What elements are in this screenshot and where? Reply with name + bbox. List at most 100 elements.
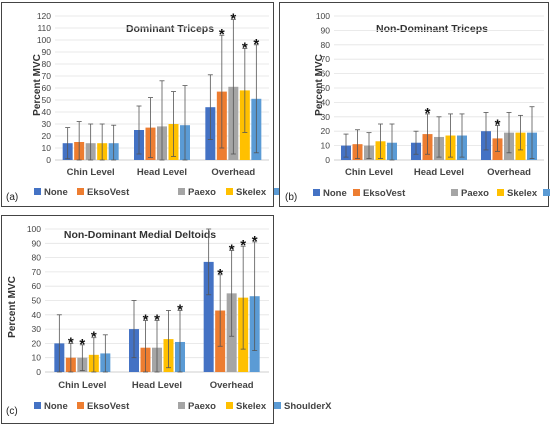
panel-c-category-label: Overhead <box>210 380 254 391</box>
panel-a-significance-asterisk: * <box>219 26 225 43</box>
panel-a-legend-swatch <box>274 188 281 195</box>
panel-a-significance-asterisk: * <box>242 39 248 56</box>
panel-a-y-tick-label: 110 <box>37 23 51 33</box>
panel-c-significance-asterisk: * <box>68 334 74 351</box>
panel-b-frame <box>279 2 549 207</box>
panel-c-category-label: Head Level <box>132 380 182 391</box>
panel-b-legend-label: Skelex <box>507 188 538 199</box>
panel-c-non-dominant-medial-deltoids: Non-Dominant Medial Deltoids Percent MVC… <box>1 215 332 424</box>
panel-b-legend-swatch <box>353 189 360 196</box>
panel-a-significance-asterisk: * <box>230 11 236 28</box>
panel-b-y-tick-label: 70 <box>321 54 331 64</box>
panel-c-y-tick-label: 0 <box>36 367 41 377</box>
panel-a-legend-label: Skelex <box>236 187 267 198</box>
panel-b-y-tick-label: 90 <box>321 25 331 35</box>
panel-c-y-tick-label: 100 <box>27 224 41 234</box>
panel-a-title: Dominant Triceps <box>126 23 214 35</box>
panel-a-legend-label: Paexo <box>188 187 216 198</box>
panel-a-category-label: Overhead <box>211 167 255 178</box>
panel-b-legend-label: EksoVest <box>363 188 406 199</box>
panel-c-y-tick-label: 60 <box>32 281 42 291</box>
panel-b-y-tick-label: 60 <box>321 69 331 79</box>
panel-b-legend-swatch <box>543 189 550 196</box>
panel-a-y-tick-label: 0 <box>46 155 51 165</box>
panel-a-legend-label: None <box>44 187 68 198</box>
panel-a-legend-swatch <box>34 188 41 195</box>
panel-c-significance-asterisk: * <box>229 241 235 258</box>
panel-a-y-tick-label: 10 <box>42 143 52 153</box>
panel-a-significance-asterisk: * <box>253 36 259 53</box>
panel-b-legend-swatch <box>451 189 458 196</box>
panel-b-y-tick-label: 20 <box>321 126 331 136</box>
panel-c-legend-swatch <box>77 402 84 409</box>
panel-c-y-tick-label: 30 <box>32 324 42 334</box>
panel-b-legend-swatch <box>497 189 504 196</box>
panel-a-y-tick-label: 120 <box>37 11 51 21</box>
panel-c-y-tick-label: 70 <box>32 267 42 277</box>
panel-c-legend-swatch <box>34 402 41 409</box>
panel-a-y-tick-label: 60 <box>42 83 52 93</box>
panel-b-category-label: Chin Level <box>345 167 393 178</box>
panel-b-legend-label: Paexo <box>461 188 489 199</box>
panel-b-y-axis-label: Percent MVC <box>314 54 325 116</box>
panel-c-legend-label: EksoVest <box>87 401 130 412</box>
panel-c-legend-label: Paexo <box>188 401 216 412</box>
panel-c-category-label: Chin Level <box>58 380 106 391</box>
panel-c-plot-area: 0 10 20 30 40 50 60 70 80 90 100 Chin Level * * * Head … <box>27 224 332 412</box>
panel-c-legend-swatch <box>274 402 281 409</box>
panel-a-y-tick-label: 70 <box>42 71 52 81</box>
panel-c-y-axis-label: Percent MVC <box>7 276 18 338</box>
panel-c-title: Non-Dominant Medial Deltoids <box>64 229 216 241</box>
panel-b-label: (b) <box>285 192 297 203</box>
panel-c-significance-asterisk: * <box>91 329 97 346</box>
panel-a-y-tick-label: 100 <box>37 35 51 45</box>
panel-c-legend-swatch <box>178 402 185 409</box>
panel-b-y-tick-label: 100 <box>316 11 330 21</box>
panel-c-significance-asterisk: * <box>177 302 183 319</box>
panel-b-non-dominant-triceps: Non-Dominant Triceps Percent MVC 0 10 20 30… <box>279 2 550 207</box>
panel-b-significance-asterisk: * <box>425 105 431 122</box>
panel-b-legend-swatch <box>313 189 320 196</box>
panel-a-legend-swatch <box>77 188 84 195</box>
panel-b-y-tick-label: 10 <box>321 141 331 151</box>
panel-b-y-tick-label: 80 <box>321 40 331 50</box>
panel-a-y-tick-label: 40 <box>42 107 52 117</box>
panel-c-y-tick-label: 80 <box>32 253 42 263</box>
panel-c-legend-label: ShoulderX <box>284 401 332 412</box>
panel-b-category-label: Overhead <box>487 167 531 178</box>
panel-b-y-tick-label: 0 <box>325 155 330 165</box>
panel-b-plot-area: 0 10 20 30 40 50 60 70 80 90 100 Chin Level Head Lev… <box>313 11 550 199</box>
panel-a-y-tick-label: 80 <box>42 59 52 69</box>
panel-a-y-axis-label: Percent MVC <box>32 54 43 116</box>
panel-c-significance-asterisk: * <box>79 336 85 353</box>
panel-a-label: (a) <box>6 192 18 203</box>
panel-c-significance-asterisk: * <box>240 237 246 254</box>
panel-c-significance-asterisk: * <box>143 312 149 329</box>
panel-c-significance-asterisk: * <box>217 266 223 283</box>
panel-c-y-tick-label: 40 <box>32 310 42 320</box>
panel-b-y-tick-label: 40 <box>321 97 331 107</box>
panel-c-significance-asterisk: * <box>252 233 258 250</box>
panel-c-y-tick-label: 50 <box>32 296 42 306</box>
panel-c-significance-asterisk: * <box>154 312 160 329</box>
panel-a-frame <box>1 2 274 207</box>
panel-c-legend-swatch <box>226 402 233 409</box>
panel-c-legend-label: Skelex <box>236 401 267 412</box>
panel-b-title: Non-Dominant Triceps <box>376 23 488 35</box>
panel-a-dominant-triceps: Dominant Triceps Percent MVC 0 10 20 30 40 50… <box>1 2 332 207</box>
panel-c-bar <box>203 261 214 372</box>
panel-a-y-tick-label: 20 <box>42 131 52 141</box>
panel-c-y-tick-label: 10 <box>32 353 42 363</box>
panel-a-category-label: Head Level <box>137 167 187 178</box>
panel-a-y-tick-label: 90 <box>42 47 52 57</box>
panel-c-legend-label: None <box>44 401 68 412</box>
panel-c-y-tick-label: 90 <box>32 238 42 248</box>
panel-a-category-label: Chin Level <box>67 167 115 178</box>
panel-b-category-label: Head Level <box>414 167 464 178</box>
panel-b-legend-label: None <box>323 188 347 199</box>
panel-a-legend-swatch <box>178 188 185 195</box>
panel-c-label: (c) <box>6 406 18 417</box>
panel-a-legend-swatch <box>226 188 233 195</box>
